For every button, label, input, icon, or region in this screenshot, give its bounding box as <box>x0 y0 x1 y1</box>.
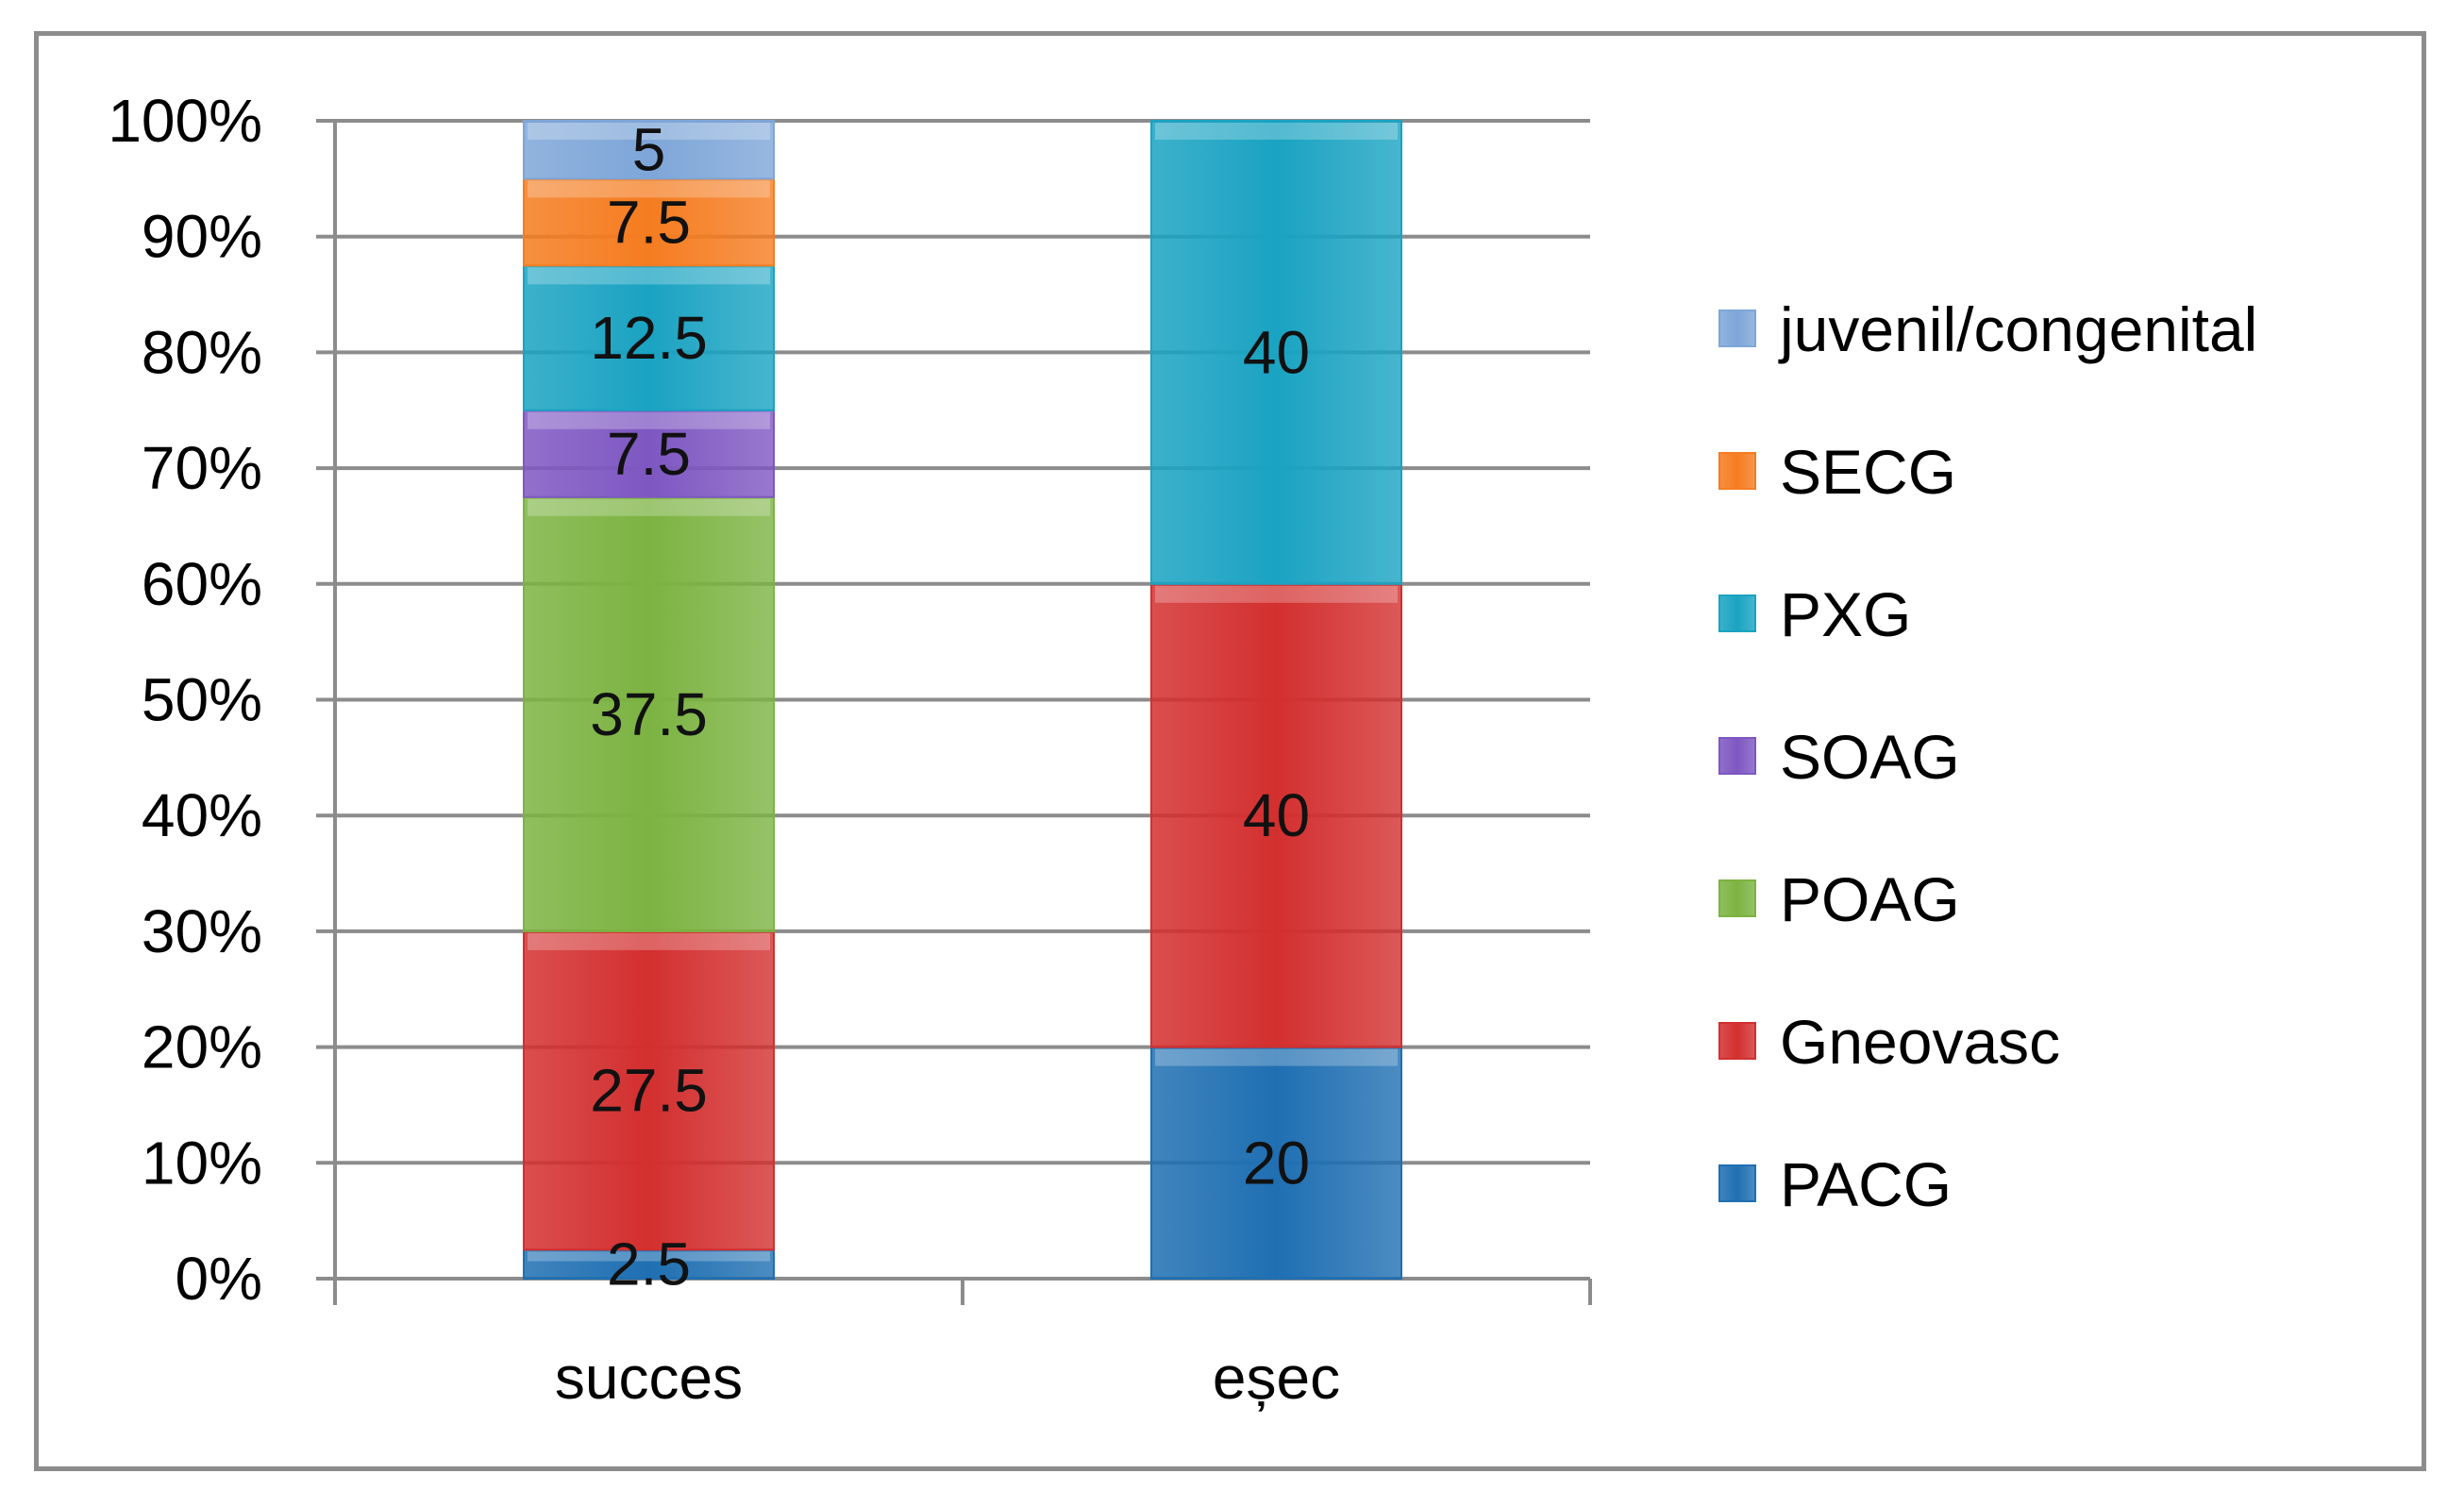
y-tick-label: 80% <box>142 318 262 386</box>
legend-swatch-secg <box>1718 452 1756 490</box>
x-category-label: eșec <box>1213 1344 1340 1412</box>
data-label: 20 <box>1243 1129 1310 1197</box>
legend-label-pacg: PACG <box>1780 1149 1952 1219</box>
bar-segment-gneovasc-succes <box>523 929 775 1251</box>
y-tick-label: 40% <box>142 781 262 849</box>
data-label: 37.5 <box>590 680 708 748</box>
legend-label-secg: SECG <box>1780 437 1956 507</box>
bar-segment-highlight <box>1155 123 1398 140</box>
bar-segment-highlight <box>528 180 770 198</box>
y-tick-label: 30% <box>142 897 262 965</box>
legend-swatch-soag <box>1718 737 1756 775</box>
data-label: 40 <box>1243 318 1310 386</box>
bar-segment-highlight <box>528 1251 770 1262</box>
y-tick-label: 100% <box>108 87 262 155</box>
legend-label-juvenil-congenital: juvenil/congenital <box>1778 294 2257 364</box>
data-label: 12.5 <box>590 304 708 372</box>
bar-segment-highlight <box>528 267 770 285</box>
y-tick-label: 60% <box>142 550 262 618</box>
y-tick-label: 0% <box>176 1245 263 1313</box>
bar-segment-pxg-succes <box>523 264 775 411</box>
data-label: 2.5 <box>607 1231 691 1298</box>
y-tick-label: 70% <box>142 434 262 502</box>
bar-segment-poag-succes <box>523 495 775 932</box>
legend-swatch-pacg <box>1718 1164 1756 1202</box>
bar-segment-highlight <box>528 932 770 950</box>
bar-segment-highlight <box>1155 1048 1398 1066</box>
bar-segment-soag-succes <box>523 409 775 498</box>
data-label: 27.5 <box>590 1057 708 1125</box>
data-label: 7.5 <box>607 420 691 488</box>
bar-segment-juvenil-congenital-succes <box>523 120 775 180</box>
legend-swatch-juvenil-congenital <box>1718 310 1756 347</box>
y-tick-label: 20% <box>142 1013 262 1081</box>
legend-label-soag: SOAG <box>1780 722 1960 792</box>
data-label: 7.5 <box>607 188 691 256</box>
bar-segment-pxg-e-ec <box>1150 120 1402 585</box>
data-label: 5 <box>632 116 666 184</box>
legend-label-pxg: PXG <box>1780 579 1911 649</box>
axes: 0% 10% 20% 30% 40% 50% 60% 70% 80% 90% 100% succes e… <box>108 87 1592 1412</box>
legend-swatch-pxg <box>1718 594 1756 632</box>
bar-segment-highlight <box>528 498 770 516</box>
y-tick-label: 90% <box>142 203 262 271</box>
legend-label-poag: POAG <box>1780 864 1960 934</box>
legend: juvenil/congenital SECG PXG SOAG POAG Gneovas… <box>1718 294 2257 1219</box>
bars <box>523 120 1402 1280</box>
bar-segment-highlight <box>528 123 770 140</box>
data-label: 40 <box>1243 781 1310 849</box>
legend-swatch-gneovasc <box>1718 1022 1756 1060</box>
legend-label-gneovasc: Gneovasc <box>1780 1007 2060 1077</box>
bar-segment-pacg-e-ec <box>1150 1046 1402 1280</box>
y-tick-label: 10% <box>142 1129 262 1197</box>
bar-segment-highlight <box>1155 585 1398 603</box>
legend-swatch-poag <box>1718 879 1756 917</box>
x-category-label: succes <box>555 1344 743 1412</box>
y-tick-label: 50% <box>142 666 262 734</box>
bar-segment-gneovasc-e-ec <box>1150 582 1402 1048</box>
bar-segment-highlight <box>528 411 770 429</box>
